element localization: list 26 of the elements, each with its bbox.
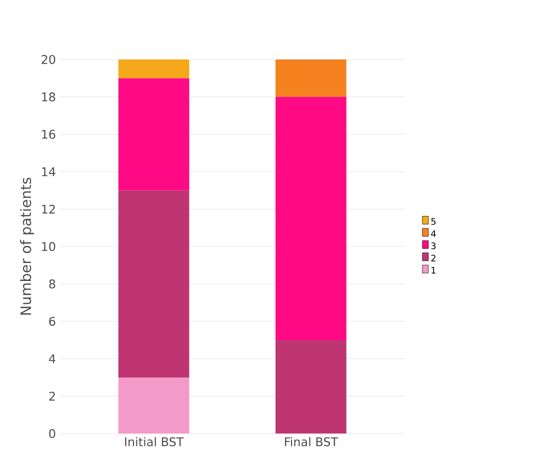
legend-label: 3 (431, 242, 436, 250)
y-tick-label: 8 (49, 279, 56, 289)
y-tick-label: 12 (42, 204, 55, 214)
y-tick-label: 4 (48, 354, 56, 364)
bar (276, 60, 346, 97)
x-tick-label: Final BST (285, 437, 338, 446)
y-tick-label: 2 (49, 392, 55, 401)
bar (118, 60, 190, 78)
y-tick-label: 20 (42, 55, 56, 64)
legend-label: 4 (431, 230, 436, 237)
y-tick-label: 6 (49, 316, 56, 326)
y-tick-label: 0 (49, 429, 56, 438)
legend-label: 5 (431, 218, 436, 225)
legend-label: 2 (431, 254, 436, 262)
y-tick-label: 10 (42, 242, 56, 252)
legend-label: 1 (432, 267, 436, 274)
y-tick-label: 16 (42, 130, 56, 139)
bar (276, 340, 346, 434)
y-axis-title: Number of patients (20, 178, 34, 315)
bar (118, 190, 190, 378)
bar (118, 78, 190, 190)
bar (276, 96, 346, 340)
y-tick-label: 18 (42, 92, 56, 102)
y-tick-label: 14 (42, 167, 56, 176)
x-tick-label: Initial BST (125, 437, 184, 446)
bar (118, 377, 190, 434)
